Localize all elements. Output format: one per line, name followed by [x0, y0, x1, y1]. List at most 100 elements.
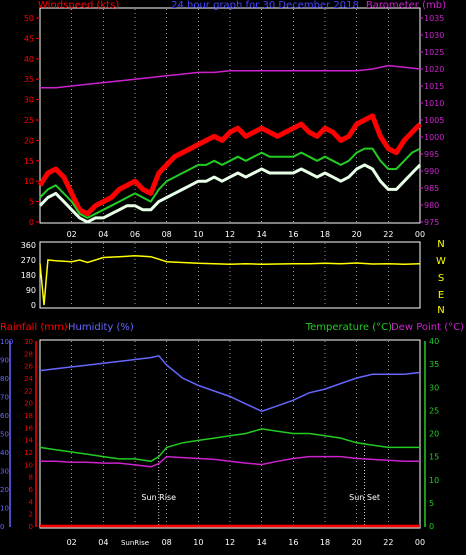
humidity-y-tick-label: 20 — [0, 486, 9, 494]
compass-label-e: E — [438, 290, 444, 301]
wind-y-tick-label: 10 — [24, 177, 34, 186]
rainfall-y-tick-label: 0 — [29, 523, 33, 531]
rainfall-y-tick-label: 2 — [29, 511, 33, 519]
rainfall-y-tick-label: 8 — [29, 474, 33, 482]
wind-y-tick-label: 15 — [24, 157, 34, 166]
temperature-y-tick-label: 20 — [429, 430, 439, 439]
temperature-y-tick-label: 40 — [429, 337, 439, 346]
compass-label-s: S — [438, 273, 444, 284]
wind-x-tick-label: 14 — [257, 230, 267, 239]
temp-x-tick-label: 02 — [67, 538, 77, 547]
barometer-y-tick-label: 980 — [424, 201, 439, 210]
direction-series — [39, 255, 421, 306]
wind-x-tick-label: 12 — [225, 230, 235, 239]
humidity-y-tick-label: 10 — [0, 505, 9, 513]
barometer-series — [40, 64, 421, 89]
humidity-y-tick-label: 0 — [0, 523, 4, 531]
barometer-y-tick-label: 975 — [424, 218, 439, 227]
temp-x-tick-label: SunRise — [121, 539, 149, 547]
rainfall-y-tick-label: 12 — [24, 449, 33, 457]
temp-x-tick-label: 14 — [257, 538, 267, 547]
wind-y-tick-label: 30 — [24, 96, 34, 105]
wind-x-tick-label: 06 — [130, 230, 140, 239]
wind-x-tick-label: 04 — [98, 230, 108, 239]
wind-x-tick-label: 08 — [162, 230, 172, 239]
humidity-y-tick-label: 40 — [0, 449, 9, 457]
barometer-y-tick-label: 1020 — [424, 65, 444, 74]
temp-x-tick-label: 00 — [415, 538, 425, 547]
humidity-y-tick-label: 50 — [0, 431, 9, 439]
rainfall-y-tick-label: 30 — [24, 338, 33, 346]
direction-y-tick-label: 180 — [21, 271, 36, 280]
wind-y-tick-label: 45 — [24, 34, 34, 43]
humidity-y-tick-label: 70 — [0, 394, 9, 402]
rainfall-y-tick-label: 22 — [24, 387, 33, 395]
temperature-y-tick-label: 30 — [429, 383, 439, 392]
temperature-y-tick-label: 10 — [429, 476, 439, 485]
barometer-axis-title: Barometer (mb) — [366, 0, 446, 11]
wind-y-tick-label: 0 — [29, 218, 34, 227]
rainfall-y-tick-label: 6 — [29, 486, 34, 494]
compass-label-n-top: N — [437, 239, 444, 250]
barometer-y-tick-label: 1005 — [424, 116, 444, 125]
gust_avg-series — [39, 147, 421, 219]
wind-x-tick-label: 10 — [193, 230, 203, 239]
rainfall-y-tick-label: 4 — [29, 498, 34, 506]
temperature-series — [39, 428, 420, 463]
barometer-y-tick-label: 1015 — [424, 82, 444, 91]
rainfall-y-tick-label: 18 — [24, 412, 33, 420]
compass-label-w: W — [436, 256, 446, 267]
temp-x-tick-label: 04 — [98, 538, 108, 547]
humidity-y-tick-label: 30 — [0, 468, 9, 476]
dewpoint-series — [40, 455, 420, 468]
wind-x-tick-label: 22 — [383, 230, 393, 239]
compass-label-n-bottom: N — [437, 305, 444, 316]
dewpoint-axis-title: Dew Point (°C) — [391, 322, 464, 333]
temperature-y-tick-label: 0 — [429, 522, 434, 531]
wind-y-tick-label: 40 — [24, 55, 34, 64]
rainfall-axis-title: Rainfall (mm) — [0, 322, 68, 333]
wind_min-series — [38, 163, 422, 224]
sun-marker-label: Sun Rise — [141, 493, 176, 502]
barometer-y-tick-label: 1010 — [424, 99, 444, 108]
humidity-series — [39, 354, 421, 413]
humidity-axis-title: Humidity (%) — [68, 322, 134, 333]
humidity-y-tick-label: 90 — [0, 357, 9, 365]
barometer-y-tick-label: 1030 — [424, 31, 444, 40]
barometer-y-tick-label: 990 — [424, 167, 439, 176]
temperature-y-tick-label: 15 — [429, 453, 439, 462]
temperature-axis-title: Temperature (°C) — [305, 322, 392, 333]
temp-x-tick-label: 12 — [225, 538, 235, 547]
direction-y-tick-label: 0 — [31, 301, 36, 310]
temp-x-tick-label: 20 — [352, 538, 362, 547]
wind-x-tick-label: 18 — [320, 230, 330, 239]
humidity-y-tick-label: 100 — [0, 338, 13, 346]
rainfall-y-tick-label: 24 — [24, 375, 33, 383]
rainfall-y-tick-label: 10 — [24, 461, 33, 469]
rainfall-y-tick-label: 26 — [24, 363, 33, 371]
wind-y-tick-label: 5 — [29, 198, 34, 207]
temp-x-tick-label: 08 — [162, 538, 172, 547]
wind-panel-frame — [39, 7, 421, 224]
rainfall-y-tick-label: 28 — [24, 350, 33, 358]
direction-y-tick-label: 270 — [21, 256, 36, 265]
barometer-y-tick-label: 985 — [424, 184, 439, 193]
temperature-y-tick-label: 35 — [429, 360, 439, 369]
wind-y-tick-label: 20 — [24, 136, 34, 145]
wind-x-tick-label: 02 — [67, 230, 77, 239]
temperature-y-tick-label: 5 — [429, 499, 434, 508]
temp-x-tick-label: 18 — [320, 538, 330, 547]
rainfall-y-tick-label: 14 — [24, 437, 33, 445]
temp-x-tick-label: 10 — [193, 538, 203, 547]
wind-y-tick-label: 35 — [24, 75, 34, 84]
barometer-y-tick-label: 1000 — [424, 133, 444, 142]
direction-y-tick-label: 360 — [21, 241, 36, 250]
barometer-y-tick-label: 1035 — [424, 14, 444, 23]
barometer-y-tick-label: 1025 — [424, 48, 444, 57]
temp-x-tick-label: 22 — [383, 538, 393, 547]
windspeed-series — [37, 113, 422, 217]
direction-y-tick-label: 90 — [26, 286, 36, 295]
wind-x-tick-label: 20 — [352, 230, 362, 239]
